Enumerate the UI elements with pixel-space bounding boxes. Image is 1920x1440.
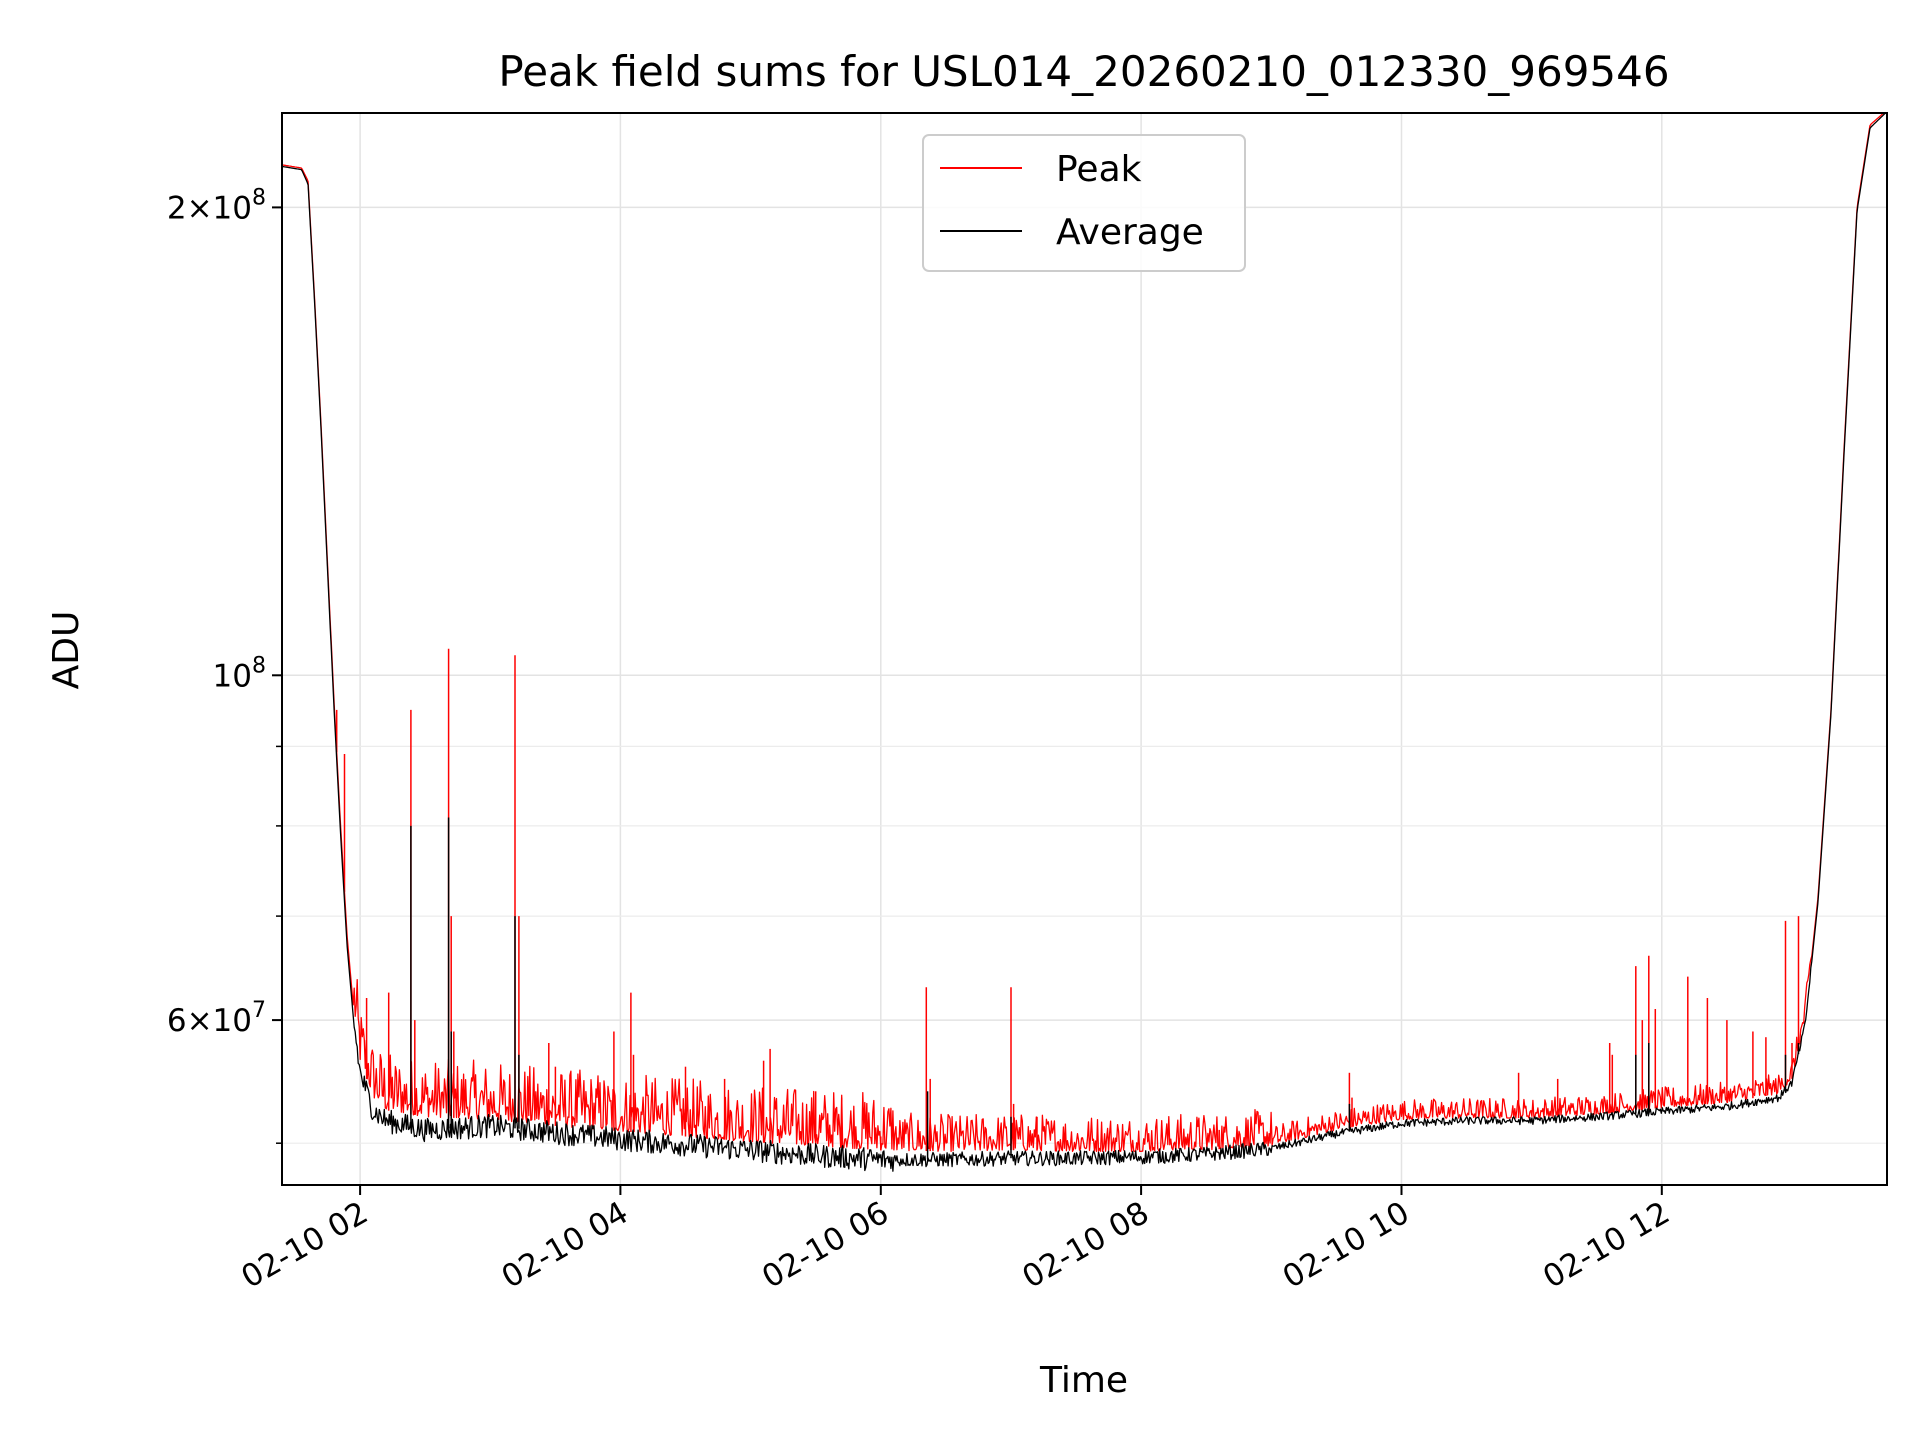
grid — [282, 113, 1887, 1185]
legend-label-average: Average — [1056, 212, 1204, 253]
plot-frame — [281, 112, 1888, 1186]
y-tick-label: 6×107 — [167, 998, 266, 1039]
series-average — [281, 112, 1887, 1172]
series-line-average — [281, 112, 1887, 1172]
y-tick-label: 2×108 — [167, 185, 266, 226]
y-axis-label: ADU — [46, 611, 87, 690]
series-group — [281, 112, 1887, 1172]
legend-label-peak: Peak — [1056, 149, 1142, 190]
legend: Peak Average — [922, 134, 1246, 272]
y-tick-label: 108 — [213, 653, 266, 694]
chart-title: Peak field sums for USL014_20260210_0123… — [498, 47, 1669, 96]
x-axis-label: Time — [1039, 1360, 1128, 1401]
